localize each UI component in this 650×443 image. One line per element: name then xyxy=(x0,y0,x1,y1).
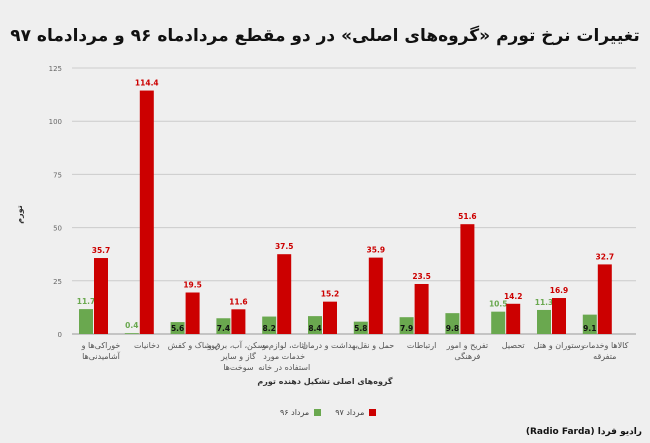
bar-97 xyxy=(185,292,200,334)
y-tick-label: 0 xyxy=(58,331,62,339)
legend-swatch xyxy=(314,409,322,416)
y-tick-label: 25 xyxy=(53,278,62,286)
x-tick-label: کالاها وخدمات متفرقه xyxy=(581,341,629,361)
data-label: 32.7 xyxy=(596,252,615,261)
data-label: 37.5 xyxy=(275,242,294,251)
legend-label: مرداد ۹۶ xyxy=(280,408,310,417)
data-label: 5.6 xyxy=(171,324,184,333)
source-credit: (Radio Farda) رادیو فردا xyxy=(525,427,642,437)
bar-96 xyxy=(262,316,277,334)
bar-96 xyxy=(582,314,597,334)
data-label: 10.5 xyxy=(489,300,508,309)
x-tick-label: دخانیات xyxy=(134,341,160,350)
data-label: 9.1 xyxy=(583,324,596,333)
data-label: 35.7 xyxy=(92,246,111,255)
bar-97 xyxy=(552,298,566,334)
data-label: 14.2 xyxy=(504,292,523,301)
y-axis-title: تورم xyxy=(14,205,24,224)
bar-97 xyxy=(231,309,246,334)
x-tick-label: مسکن، آب، برق و گاز و سایر سوخت‌ها xyxy=(207,341,269,372)
bar-97 xyxy=(368,257,383,334)
data-label: 7.4 xyxy=(217,324,230,333)
data-label: 11.6 xyxy=(229,297,248,306)
data-label: 8.4 xyxy=(308,324,321,333)
x-tick-label: تفریح و امور فرهنگی xyxy=(446,341,489,361)
bar-97 xyxy=(277,254,292,334)
bar-96 xyxy=(399,317,414,334)
x-tick-label: تحصیل xyxy=(501,341,525,350)
bar-96 xyxy=(170,322,185,334)
y-tick-label: 50 xyxy=(53,225,62,233)
legend: مرداد ۹۷ مرداد ۹۶ xyxy=(280,408,377,417)
bar-97 xyxy=(506,303,521,334)
bar-97 xyxy=(460,224,475,334)
bar-96 xyxy=(353,321,368,334)
data-label: 11.3 xyxy=(535,298,554,307)
legend-item-97: مرداد ۹۷ xyxy=(335,408,377,417)
bar-97 xyxy=(597,264,612,334)
bar-97 xyxy=(94,258,108,334)
bar-96 xyxy=(79,309,93,334)
legend-swatch xyxy=(369,409,377,416)
bar-97 xyxy=(139,90,154,335)
data-label: 35.9 xyxy=(367,246,386,255)
bar-96 xyxy=(537,309,551,334)
legend-label: مرداد ۹۷ xyxy=(335,408,365,417)
bar-97 xyxy=(323,301,337,334)
bar-96 xyxy=(216,318,231,334)
x-tick-label: ارتباطات xyxy=(406,341,437,350)
data-label: 19.5 xyxy=(183,281,202,290)
data-label: 0.4 xyxy=(125,321,138,330)
x-tick-label: اثاث، لوازم و خدمات مورد استفاده در خانه xyxy=(258,341,311,372)
y-tick-label: 75 xyxy=(53,171,62,179)
data-label: 7.9 xyxy=(400,324,413,333)
bar-96 xyxy=(124,333,139,334)
bar-96 xyxy=(491,311,506,334)
x-axis-title: گروه‌های اصلی تشکیل دهنده تورم xyxy=(257,377,393,386)
data-label: 16.9 xyxy=(550,286,569,295)
data-label: 5.8 xyxy=(354,324,367,333)
data-label: 51.6 xyxy=(458,212,477,221)
data-label: 9.8 xyxy=(446,324,459,333)
y-tick-label: 100 xyxy=(49,118,62,126)
data-label: 23.5 xyxy=(412,272,431,281)
x-tick-label: پوشاک و کفش xyxy=(167,341,218,350)
data-label: 15.2 xyxy=(321,290,340,299)
data-label: 114.4 xyxy=(135,79,159,88)
x-tick-label: بهداشت و درمان xyxy=(302,341,358,350)
data-label: 11.7 xyxy=(77,297,96,306)
x-tick-label: رستوران و هتل xyxy=(533,341,585,350)
bar-96 xyxy=(445,313,460,334)
chart-title: تغییرات نرخ تورم «گروه‌های اصلی» در دو م… xyxy=(10,26,640,46)
bar-97 xyxy=(414,283,429,334)
x-tick-label: خوراکی‌ها و آشامیدنی‌ها xyxy=(81,341,121,361)
x-tick-label: حمل و نقل xyxy=(357,341,395,350)
bar-96 xyxy=(308,316,322,334)
y-tick-label: 125 xyxy=(49,65,62,73)
legend-item-96: مرداد ۹۶ xyxy=(280,408,322,417)
data-label: 8.2 xyxy=(263,324,276,333)
